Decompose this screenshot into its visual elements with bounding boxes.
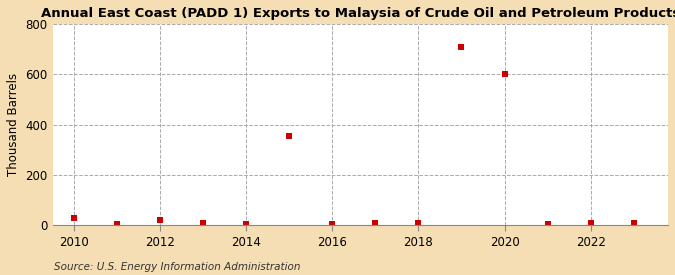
- Text: Source: U.S. Energy Information Administration: Source: U.S. Energy Information Administ…: [54, 262, 300, 272]
- Y-axis label: Thousand Barrels: Thousand Barrels: [7, 73, 20, 176]
- Title: Annual East Coast (PADD 1) Exports to Malaysia of Crude Oil and Petroleum Produc: Annual East Coast (PADD 1) Exports to Ma…: [40, 7, 675, 20]
